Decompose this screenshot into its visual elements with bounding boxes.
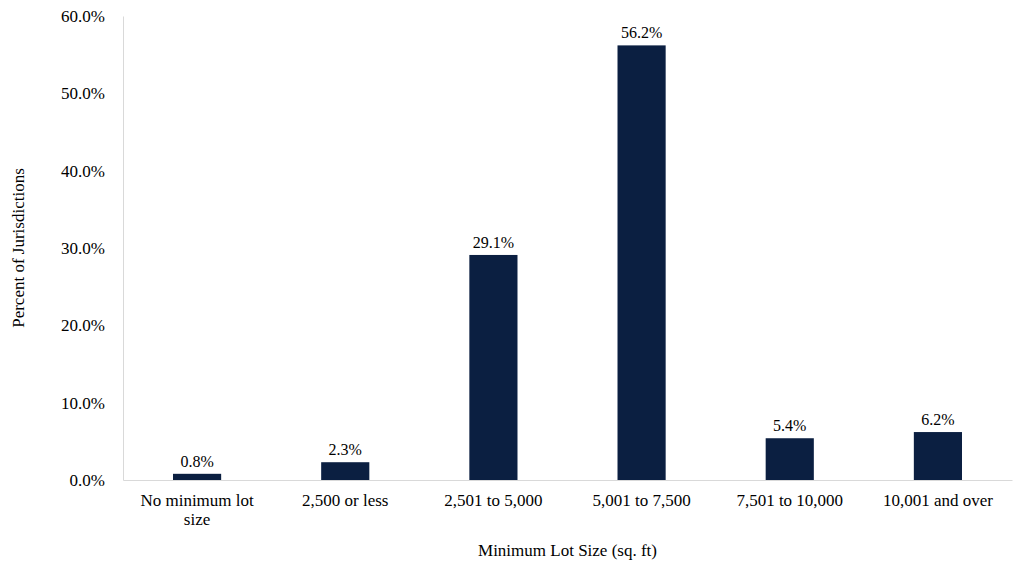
bar bbox=[469, 255, 517, 480]
y-tick-label: 20.0% bbox=[61, 316, 105, 335]
x-tick-label-line: No minimum lot bbox=[140, 491, 254, 510]
plot-area: 0.0% 10.0% 20.0% 30.0% 40.0% 50.0% 60.0% No min… bbox=[61, 7, 1012, 529]
y-tick: 10.0% bbox=[61, 394, 123, 413]
data-label: 56.2% bbox=[621, 24, 662, 41]
x-tick: 2,501 to 5,000 bbox=[444, 480, 542, 510]
y-axis: 0.0% 10.0% 20.0% 30.0% 40.0% 50.0% 60.0% bbox=[61, 7, 123, 490]
x-tick-label: 2,501 to 5,000 bbox=[444, 491, 542, 510]
y-tick: 0.0% bbox=[70, 471, 123, 490]
x-tick-label: 7,501 to 10,000 bbox=[736, 491, 843, 510]
x-axis: No minimum lotsize 2,500 or less 2,501 to … bbox=[124, 480, 1013, 529]
y-axis-line bbox=[123, 17, 124, 481]
y-tick-label: 10.0% bbox=[61, 394, 105, 413]
y-tick-label: 30.0% bbox=[61, 239, 105, 258]
x-tick-label: 10,001 and over bbox=[883, 491, 993, 510]
data-label: 5.4% bbox=[773, 417, 806, 434]
bar bbox=[618, 45, 666, 480]
bar bbox=[173, 474, 221, 480]
x-tick: 7,501 to 10,000 bbox=[736, 480, 843, 510]
x-tick: 5,001 to 7,500 bbox=[592, 480, 690, 510]
x-tick-label: 5,001 to 7,500 bbox=[592, 491, 690, 510]
x-tick: 2,500 or less bbox=[302, 480, 388, 510]
y-tick-label: 40.0% bbox=[61, 162, 105, 181]
y-tick-label: 50.0% bbox=[61, 84, 105, 103]
y-tick: 60.0% bbox=[61, 7, 123, 26]
x-tick-label: 2,500 or less bbox=[302, 491, 388, 510]
y-tick: 20.0% bbox=[61, 316, 123, 335]
bars bbox=[173, 45, 962, 480]
y-tick: 30.0% bbox=[61, 239, 123, 258]
data-labels: 0.8% 2.3% 29.1% 56.2% 5.4% 6.2% bbox=[180, 24, 954, 469]
data-label: 6.2% bbox=[921, 411, 954, 428]
x-tick-label: No minimum lotsize bbox=[140, 491, 254, 529]
bar bbox=[321, 462, 369, 480]
x-axis-line bbox=[124, 480, 1013, 481]
x-tick: No minimum lotsize bbox=[140, 480, 254, 529]
x-tick: 10,001 and over bbox=[883, 480, 993, 510]
bar bbox=[766, 438, 814, 480]
chart: 0.0% 10.0% 20.0% 30.0% 40.0% 50.0% 60.0% No min… bbox=[0, 0, 1024, 570]
x-axis-title: Minimum Lot Size (sq. ft) bbox=[478, 541, 657, 560]
y-tick-label: 60.0% bbox=[61, 7, 105, 26]
x-tick-label-line: size bbox=[184, 510, 210, 529]
y-tick: 40.0% bbox=[61, 162, 123, 181]
y-axis-title: Percent of Jurisdictions bbox=[9, 168, 28, 328]
data-label: 29.1% bbox=[473, 234, 514, 251]
data-label: 2.3% bbox=[329, 441, 362, 458]
data-label: 0.8% bbox=[180, 453, 213, 470]
y-tick: 50.0% bbox=[61, 84, 123, 103]
y-tick-label: 0.0% bbox=[70, 471, 105, 490]
bar bbox=[914, 432, 962, 480]
